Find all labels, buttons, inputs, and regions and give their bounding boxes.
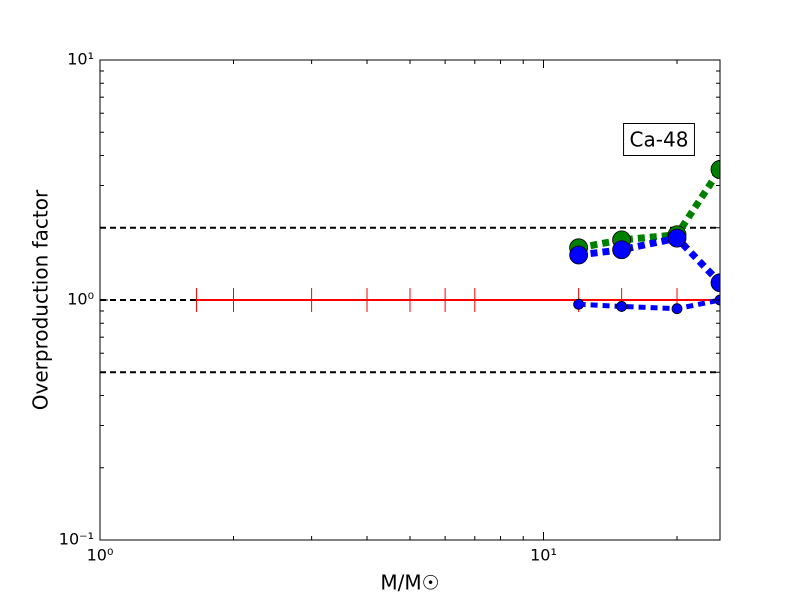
x-axis-label: M/M☉ bbox=[380, 571, 439, 595]
y-tick-label: 10⁰ bbox=[67, 290, 94, 309]
series-line bbox=[578, 297, 720, 312]
marker bbox=[667, 228, 687, 248]
marker bbox=[710, 273, 720, 293]
y-axis-label: Overproduction factor bbox=[29, 189, 53, 410]
annotation: Ca-48 bbox=[630, 128, 689, 152]
marker bbox=[612, 240, 632, 260]
marker bbox=[569, 245, 589, 265]
x-tick-label: 10¹ bbox=[530, 546, 557, 565]
plot-area bbox=[100, 160, 720, 374]
x-tick-label: 10⁰ bbox=[87, 546, 114, 565]
marker bbox=[616, 301, 628, 312]
marker bbox=[710, 160, 720, 179]
series-line bbox=[577, 167, 720, 252]
annotation-box bbox=[623, 123, 695, 156]
marker bbox=[671, 303, 683, 315]
y-tick-label: 10¹ bbox=[67, 50, 94, 69]
marker bbox=[573, 298, 585, 310]
y-tick-label: 10⁻¹ bbox=[59, 530, 94, 549]
